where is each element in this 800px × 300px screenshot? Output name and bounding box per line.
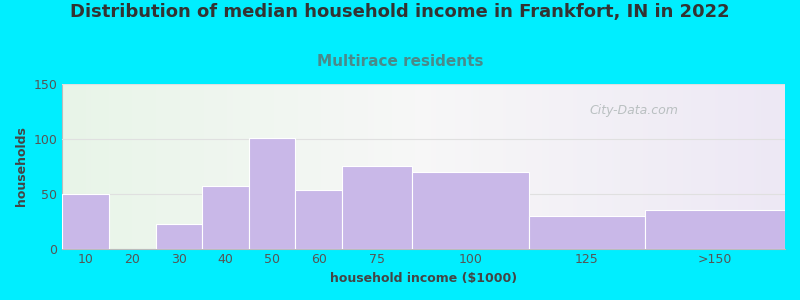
Bar xyxy=(342,166,412,249)
Bar xyxy=(202,186,249,249)
X-axis label: household income ($1000): household income ($1000) xyxy=(330,272,518,285)
Text: Multirace residents: Multirace residents xyxy=(317,54,483,69)
Bar xyxy=(62,194,109,249)
Bar xyxy=(249,138,295,249)
Bar xyxy=(155,224,202,249)
Bar xyxy=(529,216,645,249)
Bar xyxy=(295,190,342,249)
Text: Distribution of median household income in Frankfort, IN in 2022: Distribution of median household income … xyxy=(70,3,730,21)
Bar xyxy=(645,210,785,249)
Y-axis label: households: households xyxy=(15,126,28,206)
Bar xyxy=(412,172,529,249)
Text: City-Data.com: City-Data.com xyxy=(590,104,678,117)
